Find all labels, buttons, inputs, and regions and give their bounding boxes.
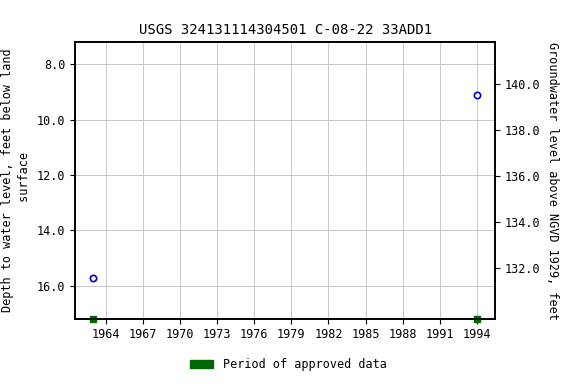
Legend: Period of approved data: Period of approved data (185, 354, 391, 376)
Title: USGS 324131114304501 C-08-22 33ADD1: USGS 324131114304501 C-08-22 33ADD1 (139, 23, 431, 37)
Y-axis label: Groundwater level above NGVD 1929, feet: Groundwater level above NGVD 1929, feet (546, 41, 559, 319)
Y-axis label: Depth to water level, feet below land
 surface: Depth to water level, feet below land su… (1, 49, 31, 312)
